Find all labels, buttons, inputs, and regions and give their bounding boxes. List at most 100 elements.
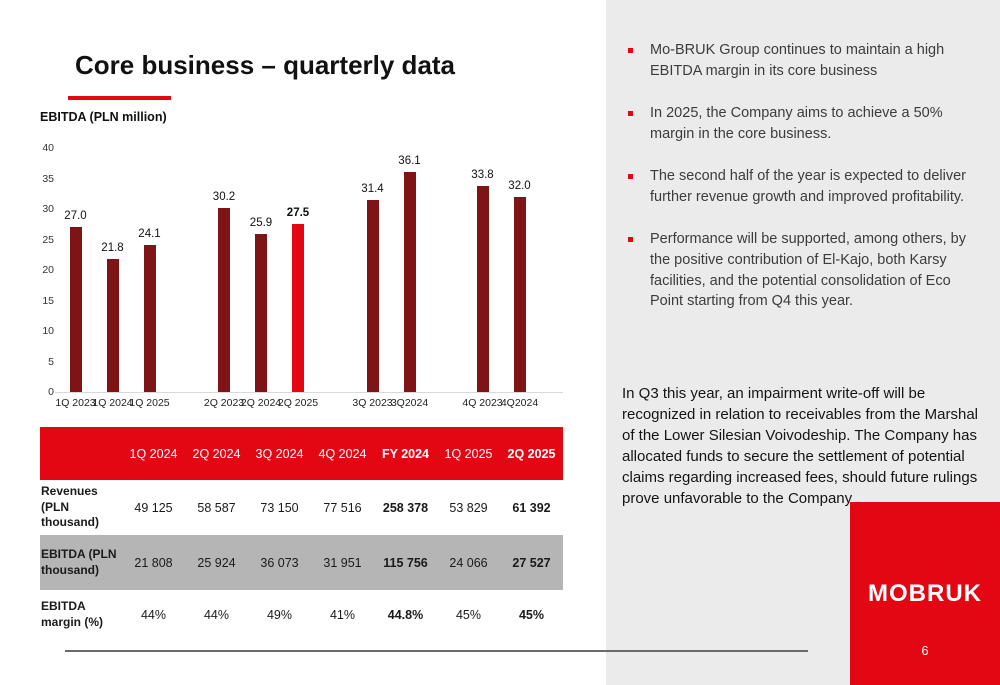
table-cell: 31 951	[323, 555, 362, 570]
x-axis-label: 1Q 2024	[92, 397, 133, 409]
bar-slot: 25.9 2Q 2024	[241, 145, 281, 409]
bullet-text: The second half of the year is expected …	[650, 168, 966, 205]
table-cell: 115 756	[383, 555, 428, 570]
bar-value-label: 32.0	[508, 180, 531, 192]
x-axis-label: 1Q 2023	[55, 397, 96, 409]
page-title: Core business – quarterly data	[75, 50, 456, 80]
bar-value-label: 25.9	[249, 217, 273, 229]
x-axis-label: 3Q 2023	[352, 397, 393, 409]
row-label: Revenues (PLN thousand)	[41, 484, 99, 530]
bullet-text: In 2025, the Company aims to achieve a 5…	[650, 105, 943, 142]
chart-bar	[476, 186, 489, 392]
bar-group: 30.2 2Q 2023 25.9 2Q 2024 27.5 2Q 2025	[204, 145, 318, 409]
table-row: EBITDA (PLN thousand) 21 808 25 924 36 073 3…	[40, 535, 563, 590]
table-row: EBITDA margin (%) 44% 44% 49% 41% 44.8% 45% 45%	[40, 590, 563, 640]
x-axis-label: 2Q 2025	[277, 397, 319, 409]
bar-group: 31.4 3Q 2023 36.1 3Q2024	[352, 145, 428, 409]
table-header-row: 1Q 2024 2Q 2024 3Q 2024 4Q 2024 FY 2024 1Q 20…	[40, 427, 563, 480]
y-axis-tick: 35	[42, 172, 54, 185]
y-axis-tick: 0	[48, 386, 54, 398]
chart-bar	[292, 224, 304, 392]
chart-bar	[366, 200, 379, 392]
table-cell: 24 066	[449, 555, 488, 570]
table-header-cell: 2Q 2024	[192, 446, 241, 461]
bullet-square-icon	[628, 111, 633, 117]
bar-slot: 36.1 3Q2024	[391, 145, 428, 409]
x-axis-label: 2Q 2023	[203, 397, 245, 409]
bar-slot: 21.8 1Q 2024	[92, 145, 132, 409]
x-axis-label: 1Q 2025	[129, 397, 170, 409]
chart-bar	[403, 172, 416, 392]
bullet-item: Performance will be supported, among oth…	[628, 229, 980, 311]
brand-box: MOBRUK 6	[850, 502, 1000, 685]
bullet-square-icon	[628, 174, 633, 180]
table-cell: 53 829	[449, 500, 488, 515]
y-axis-tick: 10	[42, 325, 54, 337]
table-cell: 58 587	[197, 500, 236, 515]
table-row: Revenues (PLN thousand) 49 125 58 587 73 15…	[40, 480, 563, 535]
table-cell: 21 808	[134, 555, 173, 570]
bar-value-label: 21.8	[101, 242, 124, 254]
ebitda-bar-chart: 40 35 30 25 20 15 10 5 0 27.0 1Q 2023 21.8 1Q 2024 24…	[40, 142, 570, 423]
x-axis-label: 4Q 2023	[462, 397, 503, 409]
bar-value-label: 30.2	[212, 191, 236, 203]
chart-heading: EBITDA (PLN million)	[40, 110, 167, 124]
table-cell: 258 378	[382, 500, 429, 515]
y-axis-tick: 15	[42, 294, 54, 307]
page-number: 6	[921, 643, 929, 658]
table-header-cell: 1Q 2025	[444, 446, 493, 461]
table-cell: 44.8%	[387, 608, 424, 622]
bullet-item: The second half of the year is expected …	[628, 166, 980, 207]
table-header-cell: 2Q 2025	[507, 446, 556, 461]
bar-value-label: 36.1	[398, 155, 421, 167]
table-cell: 41%	[329, 608, 356, 622]
footer-divider-line	[65, 650, 808, 652]
bar-slot: 33.8 4Q 2023	[462, 145, 502, 409]
chart-bar	[513, 197, 526, 392]
chart-bar	[69, 227, 82, 392]
table-cell: 49 125	[134, 500, 173, 515]
y-axis-tick: 40	[42, 142, 54, 154]
table-header-cell: 1Q 2024	[129, 446, 178, 461]
bullet-list: Mo-BRUK Group continues to maintain a hi…	[628, 40, 980, 334]
table-cell: 77 516	[323, 500, 362, 515]
bar-group: 27.0 1Q 2023 21.8 1Q 2024 24.1 1Q 2025	[55, 145, 169, 409]
mobruk-logo: MOBRUK	[868, 580, 982, 607]
table-cell: 27 527	[512, 555, 551, 570]
x-axis-line	[55, 392, 563, 393]
y-axis-tick: 5	[48, 355, 54, 368]
chart-bar	[106, 259, 119, 392]
title-underline	[68, 96, 171, 100]
bar-value-label: 31.4	[361, 183, 384, 195]
y-axis-tick: 30	[42, 203, 54, 215]
bar-value-label: 33.8	[471, 169, 494, 181]
table-cell: 45%	[455, 608, 482, 622]
row-label: EBITDA (PLN thousand)	[41, 546, 117, 577]
bar-value-label: 27.5	[286, 207, 310, 219]
bullet-square-icon	[628, 237, 633, 243]
bullet-square-icon	[628, 48, 633, 53]
bar-slot: 32.0 4Q2024	[501, 145, 538, 409]
bar-value-label: 24.1	[138, 228, 161, 240]
table-header-cell: 3Q 2024	[255, 446, 304, 461]
row-label: EBITDA margin (%)	[41, 599, 104, 629]
bar-group: 33.8 4Q 2023 32.0 4Q2024	[462, 145, 538, 409]
table-header-cell: 4Q 2024	[318, 446, 367, 461]
table-cell: 49%	[266, 608, 293, 622]
bar-slot: 27.0 1Q 2023	[55, 145, 95, 409]
table-cell: 45%	[518, 608, 545, 622]
bullet-text: Mo-BRUK Group continues to maintain a hi…	[650, 42, 945, 79]
bullet-item: In 2025, the Company aims to achieve a 5…	[628, 103, 980, 144]
bar-slot: 31.4 3Q 2023	[352, 145, 392, 409]
table-cell: 25 924	[197, 555, 236, 570]
x-axis-label: 3Q2024	[390, 397, 429, 409]
table-cell: 36 073	[260, 555, 299, 570]
table-header-cell: FY 2024	[381, 446, 430, 461]
x-axis-label: 2Q 2024	[240, 397, 282, 409]
table-cell: 61 392	[512, 500, 551, 515]
table-cell: 73 150	[260, 500, 299, 515]
impairment-note: In Q3 this year, an impairment write-off…	[622, 385, 979, 507]
bar-slot: 27.5 2Q 2025	[278, 145, 318, 409]
chart-bar	[218, 208, 230, 392]
bar-slot: 24.1 1Q 2025	[129, 145, 169, 409]
